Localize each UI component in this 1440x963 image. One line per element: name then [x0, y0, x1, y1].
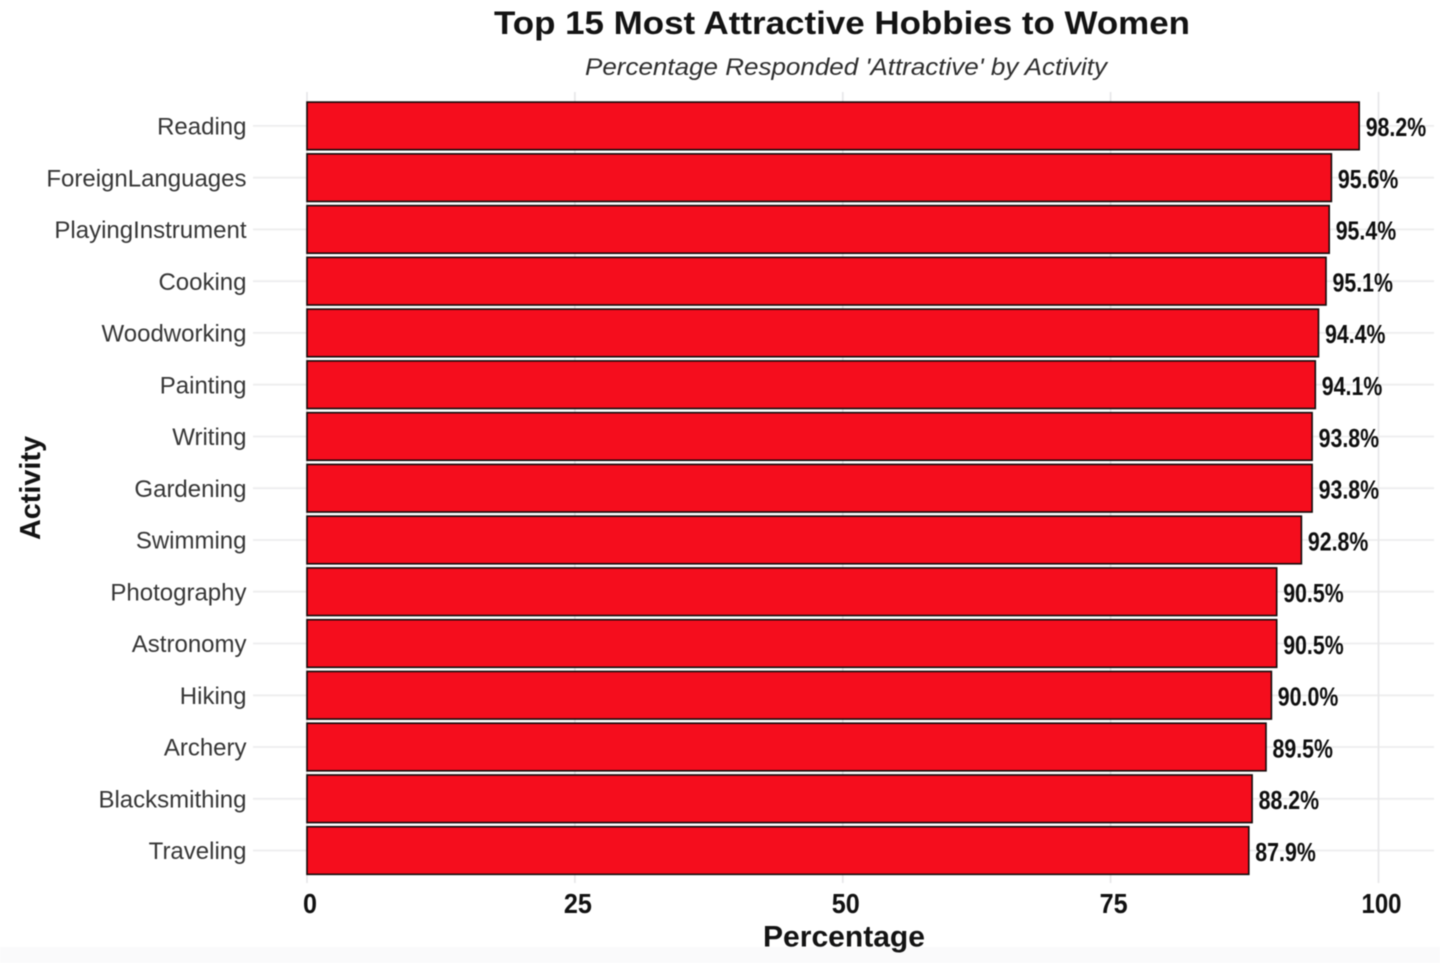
svg-text:Reading: Reading: [157, 114, 246, 141]
svg-text:Woodworking: Woodworking: [102, 321, 247, 348]
svg-text:92.8%: 92.8%: [1308, 528, 1369, 556]
svg-text:94.1%: 94.1%: [1322, 373, 1383, 401]
svg-text:94.4%: 94.4%: [1325, 321, 1386, 349]
svg-text:98.2%: 98.2%: [1366, 114, 1427, 142]
svg-text:93.8%: 93.8%: [1319, 477, 1380, 505]
svg-text:0: 0: [303, 888, 317, 919]
svg-text:Astronomy: Astronomy: [132, 631, 247, 658]
svg-text:Percentage Responded 'Attracti: Percentage Responded 'Attractive' by Act…: [585, 54, 1109, 81]
svg-text:100: 100: [1362, 888, 1402, 919]
svg-text:Percentage: Percentage: [763, 921, 925, 954]
svg-text:ForeignLanguages: ForeignLanguages: [46, 165, 246, 192]
svg-text:Activity: Activity: [15, 436, 47, 540]
svg-text:50: 50: [832, 888, 860, 919]
svg-text:95.4%: 95.4%: [1336, 218, 1397, 246]
svg-text:95.1%: 95.1%: [1333, 270, 1394, 298]
svg-text:Blacksmithing: Blacksmithing: [98, 786, 246, 813]
svg-text:Writing: Writing: [172, 424, 246, 451]
svg-text:Painting: Painting: [160, 372, 247, 399]
svg-text:95.6%: 95.6%: [1338, 166, 1399, 194]
svg-text:Photography: Photography: [110, 579, 246, 606]
svg-text:89.5%: 89.5%: [1273, 735, 1334, 763]
svg-text:90.5%: 90.5%: [1283, 632, 1344, 660]
svg-text:Top 15 Most Attractive Hobbies: Top 15 Most Attractive Hobbies to Women: [494, 5, 1190, 41]
svg-text:Gardening: Gardening: [134, 476, 246, 503]
svg-text:75: 75: [1100, 888, 1128, 919]
svg-text:90.5%: 90.5%: [1283, 580, 1344, 608]
svg-text:88.2%: 88.2%: [1259, 787, 1320, 815]
svg-text:Hiking: Hiking: [180, 683, 247, 710]
svg-text:90.0%: 90.0%: [1278, 684, 1339, 712]
svg-text:Cooking: Cooking: [158, 269, 246, 296]
svg-text:87.9%: 87.9%: [1255, 839, 1316, 867]
svg-text:Swimming: Swimming: [136, 528, 247, 555]
svg-text:Archery: Archery: [164, 735, 247, 762]
svg-text:Traveling: Traveling: [149, 838, 247, 865]
svg-text:25: 25: [564, 888, 592, 919]
svg-text:PlayingInstrument: PlayingInstrument: [54, 217, 246, 244]
svg-text:93.8%: 93.8%: [1319, 425, 1380, 453]
